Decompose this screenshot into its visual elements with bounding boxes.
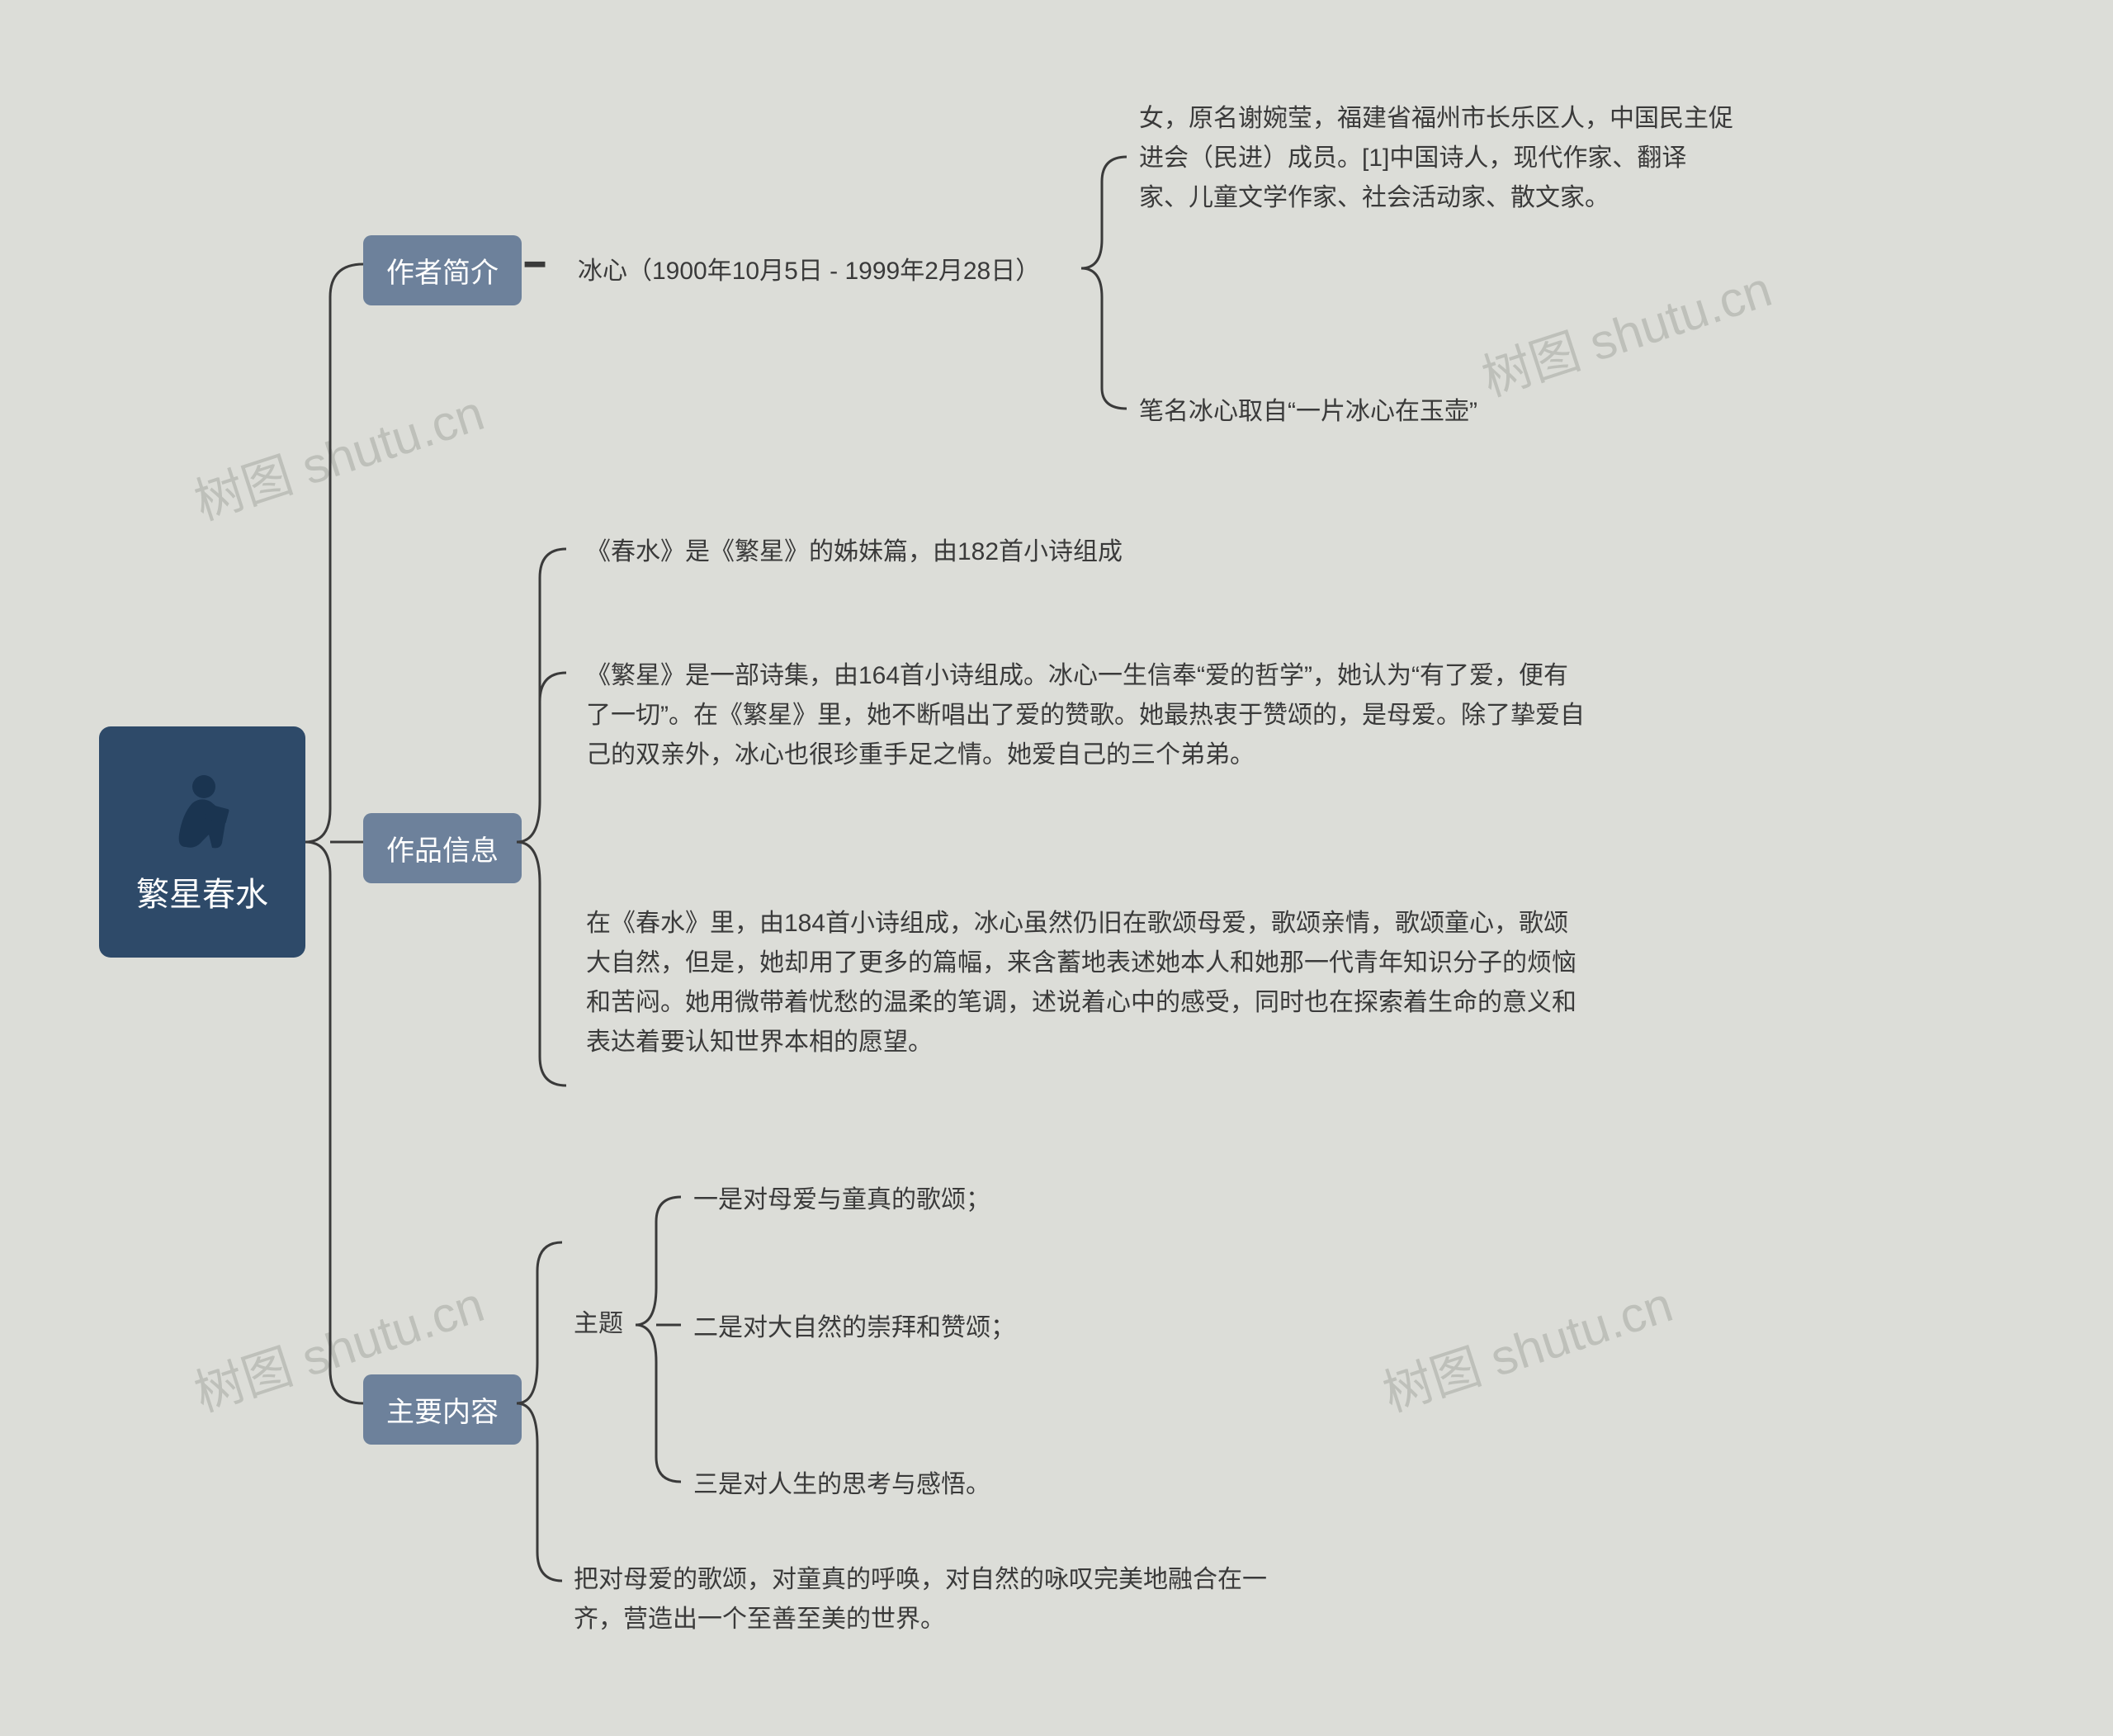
branch-works: 作品信息: [363, 813, 522, 883]
content-summary: 把对母爱的歌颂，对童真的呼唤，对自然的咏叹完美地融合在一齐，营造出一个至善至美的…: [574, 1560, 1275, 1639]
author-bio: 女，原名谢婉莹，福建省福州市长乐区人，中国民主促进会（民进）成员。[1]中国诗人…: [1139, 99, 1733, 218]
root-bracket: [305, 248, 371, 1420]
theme-bracket: [636, 1180, 685, 1494]
watermark: 树图 shutu.cn: [1472, 249, 1780, 410]
branch-author: 作者简介: [363, 235, 522, 305]
branch-works-label: 作品信息: [386, 828, 499, 868]
reading-person-icon: [161, 769, 243, 851]
works-item-c: 在《春水》里，由184首小诗组成，冰心虽然仍旧在歌颂母爱，歌颂亲情，歌颂童心，歌…: [586, 904, 1593, 1062]
root-node: 繁星春水: [99, 726, 305, 958]
branch-content: 主要内容: [363, 1374, 522, 1445]
branch-author-label: 作者简介: [386, 250, 499, 291]
theme-2: 二是对大自然的崇拜和赞颂；: [693, 1308, 1015, 1348]
theme-1: 一是对母爱与童真的歌颂；: [693, 1180, 990, 1220]
author-detail: 冰心（1900年10月5日 - 1999年2月28日）: [578, 252, 1040, 291]
author-bracket: [1081, 149, 1131, 413]
author-penname: 笔名冰心取自“一片冰心在玉壶”: [1139, 392, 1477, 432]
works-bracket: [517, 537, 574, 1098]
works-item-a: 《春水》是《繁星》的姊妹篇，由182首小诗组成: [586, 532, 1494, 572]
content-bracket: [517, 1222, 566, 1593]
watermark: 树图 shutu.cn: [184, 373, 492, 534]
theme-3: 三是对人生的思考与感悟。: [693, 1465, 990, 1505]
theme-label: 主题: [574, 1304, 623, 1344]
root-label: 繁星春水: [136, 868, 268, 915]
watermark: 树图 shutu.cn: [1373, 1265, 1680, 1426]
connector-dots: ━: [525, 246, 538, 284]
works-item-b: 《繁星》是一部诗集，由164首小诗组成。冰心一生信奉“爱的哲学”，她认为“有了爱…: [586, 656, 1593, 775]
branch-content-label: 主要内容: [386, 1389, 499, 1430]
